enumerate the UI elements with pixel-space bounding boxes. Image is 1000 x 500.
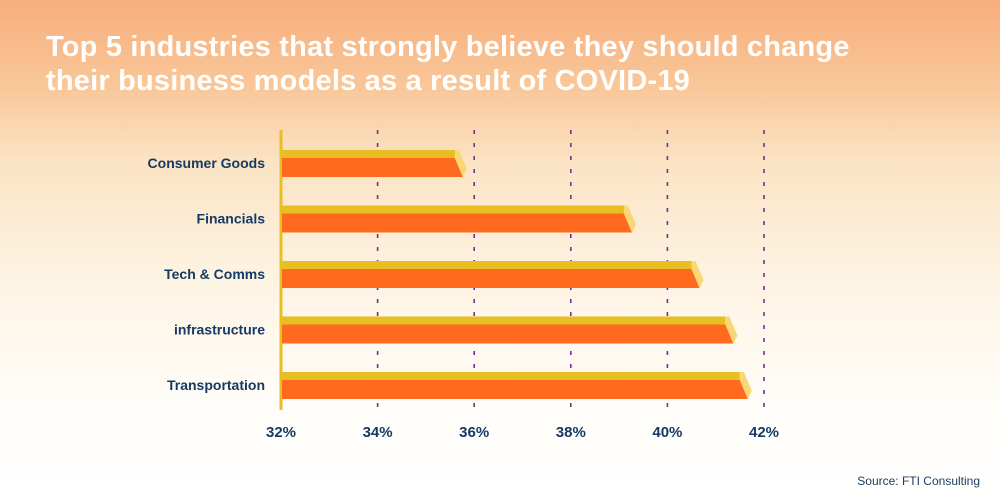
title-line-2: their business models as a result of COV… bbox=[46, 65, 690, 97]
bar-tip bbox=[691, 261, 704, 288]
title-line-1: Top 5 industries that strongly believe t… bbox=[46, 31, 850, 63]
bar-tip bbox=[739, 372, 752, 399]
bar bbox=[282, 261, 704, 288]
category-label: Tech & Comms bbox=[164, 266, 265, 282]
bar bbox=[282, 372, 752, 399]
bar-top bbox=[282, 261, 692, 269]
bar bbox=[282, 205, 636, 233]
bar-top bbox=[282, 316, 726, 325]
category-label: Financials bbox=[197, 211, 266, 227]
category-label: infrastructure bbox=[174, 322, 265, 338]
x-tick-label: 32% bbox=[266, 424, 296, 441]
bar-top bbox=[282, 372, 740, 380]
bar-front bbox=[282, 380, 748, 399]
bar-front bbox=[282, 324, 734, 344]
x-tick-label: 38% bbox=[556, 424, 586, 441]
x-tick-label: 40% bbox=[652, 424, 682, 441]
source-note: Source: FTI Consulting bbox=[857, 474, 980, 488]
category-label: Transportation bbox=[167, 377, 265, 393]
bar bbox=[282, 316, 738, 344]
bar-front bbox=[282, 269, 700, 288]
bar-front bbox=[282, 213, 632, 233]
bar-front bbox=[282, 158, 463, 177]
x-tick-label: 34% bbox=[363, 424, 393, 441]
bar-tip bbox=[725, 316, 738, 344]
x-tick-label: 42% bbox=[749, 424, 779, 441]
bar-tip bbox=[623, 205, 636, 233]
category-label: Consumer Goods bbox=[148, 155, 266, 171]
bar bbox=[282, 150, 467, 177]
bar-top bbox=[282, 150, 455, 158]
x-tick-label: 36% bbox=[459, 424, 489, 441]
bar-top bbox=[282, 205, 624, 214]
chart-title: Top 5 industries that strongly believe t… bbox=[46, 30, 850, 98]
bar-tip bbox=[454, 150, 467, 177]
